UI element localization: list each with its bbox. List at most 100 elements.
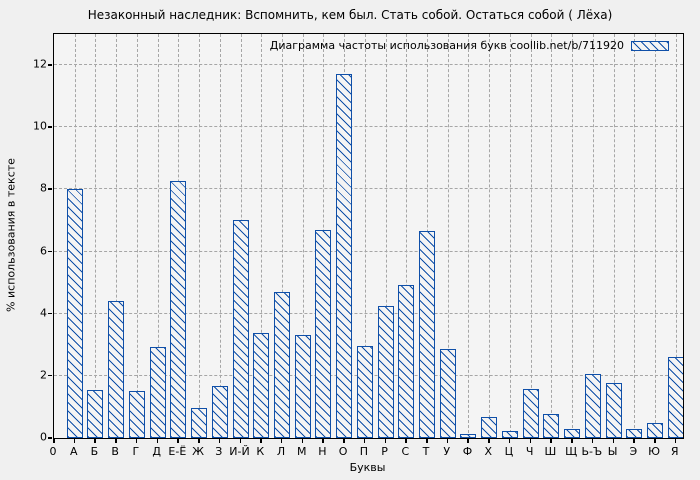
h-gridline <box>54 126 683 128</box>
y-tick-label: 8 <box>40 181 47 195</box>
v-gridline <box>489 34 491 438</box>
x-tick-label: Э <box>629 445 638 458</box>
bar-Щ <box>564 429 581 438</box>
x-tick-label: Ь-Ъ <box>581 445 603 458</box>
y-tick-label: 4 <box>40 306 47 320</box>
bar-Н <box>315 230 332 438</box>
x-tick-mark <box>177 439 179 443</box>
bar-С <box>398 285 415 438</box>
bar-Р <box>377 306 394 438</box>
y-tick-mark <box>48 250 52 253</box>
x-tick-mark <box>467 439 469 443</box>
bar-Т <box>419 231 436 438</box>
x-tick-label: П <box>359 445 368 458</box>
v-gridline <box>219 34 221 438</box>
x-tick-mark <box>280 439 283 443</box>
v-gridline <box>364 34 366 438</box>
x-tick-label: Л <box>276 445 286 458</box>
x-tick-mark <box>94 439 96 443</box>
bar-К <box>253 332 270 438</box>
bar-Ю <box>647 422 664 438</box>
x-tick-mark <box>322 439 324 443</box>
bar-Ц <box>501 430 518 438</box>
x-tick-label: Т <box>422 445 430 458</box>
v-gridline <box>116 34 118 438</box>
x-tick-label: М <box>296 445 307 458</box>
v-gridline <box>406 34 408 438</box>
x-tick-mark <box>115 439 117 443</box>
x-tick-label: У <box>443 445 451 458</box>
x-tick-label: Ы <box>607 445 618 458</box>
v-gridline <box>447 34 449 438</box>
bar-Г <box>128 391 145 438</box>
y-tick-label: 10 <box>33 119 47 133</box>
x-tick-label: Р <box>381 445 388 458</box>
y-tick-label: 0 <box>40 430 47 444</box>
x-tick-mark <box>571 439 573 443</box>
x-tick-label: Ш <box>544 445 557 458</box>
bar-Ь-Ъ <box>584 373 601 438</box>
bar-З <box>211 386 228 438</box>
x-tick-mark <box>529 439 532 443</box>
x-tick-label: С <box>401 445 410 458</box>
x-tick-mark <box>591 439 594 443</box>
x-tick-label: А <box>69 445 78 458</box>
v-gridline <box>634 34 636 438</box>
v-gridline <box>281 34 283 438</box>
v-gridline <box>592 34 594 438</box>
bar-Я <box>667 356 683 438</box>
x-tick-mark <box>218 439 221 443</box>
x-tick-label: Ю <box>648 445 660 458</box>
bar-Ф <box>460 434 477 438</box>
y-tick-mark <box>48 312 52 315</box>
x-tick-mark <box>654 439 656 443</box>
x-tick-mark <box>633 439 635 443</box>
bar-М <box>294 334 311 438</box>
bar-И-Й <box>232 219 249 438</box>
x-tick-label: И-Й <box>229 445 250 458</box>
x-tick-label: Ж <box>192 445 204 458</box>
bar-Ч <box>522 388 539 438</box>
x-tick-mark <box>198 439 200 443</box>
x-tick-label: 0 <box>49 445 57 458</box>
x-tick-label: Д <box>152 445 161 458</box>
v-gridline <box>385 34 387 438</box>
v-gridline <box>95 34 97 438</box>
bar-О <box>336 74 353 438</box>
bar-У <box>439 349 456 438</box>
bar-Е-Ё <box>170 181 187 438</box>
v-gridline <box>157 34 159 438</box>
x-tick-mark <box>343 439 345 443</box>
bar-Ж <box>191 407 208 438</box>
bar-Б <box>87 390 104 438</box>
x-tick-mark <box>239 439 242 443</box>
x-tick-mark <box>73 439 76 443</box>
chart-title: Незаконный наследник: Вспомнить, кем был… <box>87 8 613 22</box>
bar-П <box>356 346 373 438</box>
v-gridline <box>468 34 470 438</box>
h-gridline <box>54 250 683 252</box>
x-tick-mark <box>405 439 407 443</box>
y-tick-label: 6 <box>40 244 47 258</box>
plot-area: Диаграмма частоты использования букв coo… <box>53 33 684 439</box>
bar-Ы <box>605 383 622 438</box>
x-tick-mark <box>674 439 677 443</box>
x-tick-label: К <box>256 445 265 458</box>
bar-Д <box>149 347 166 438</box>
x-tick-label: О <box>338 445 348 458</box>
x-tick-mark <box>508 439 511 443</box>
y-tick-mark <box>48 437 52 439</box>
v-gridline <box>302 34 304 438</box>
v-gridline <box>136 34 138 438</box>
x-tick-label: Я <box>670 445 679 458</box>
x-tick-mark <box>612 439 615 443</box>
v-gridline <box>655 34 657 438</box>
x-tick-mark <box>488 439 490 443</box>
x-tick-mark <box>550 439 552 443</box>
y-tick-label: 12 <box>33 57 47 71</box>
v-gridline <box>530 34 532 438</box>
y-tick-label: 2 <box>40 368 47 382</box>
x-tick-mark <box>260 439 262 443</box>
x-tick-label: Г <box>132 445 140 458</box>
